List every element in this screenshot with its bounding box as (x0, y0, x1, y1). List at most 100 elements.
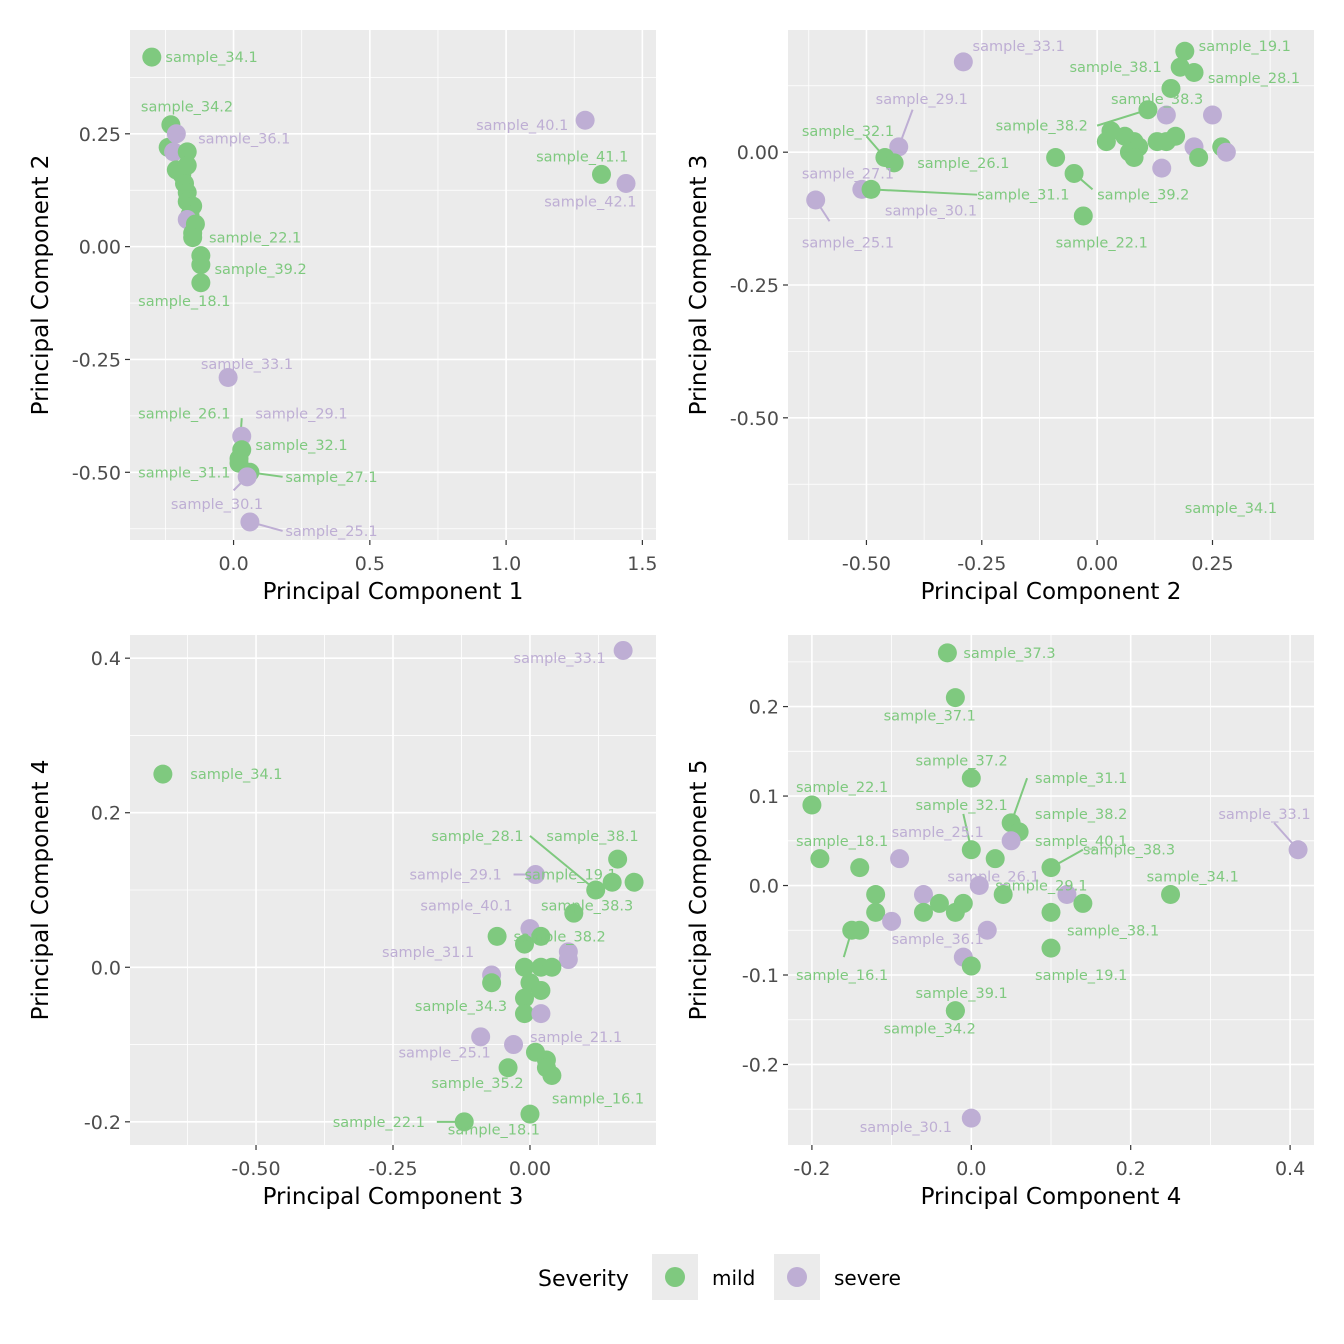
point-label: sample_38.1 (1067, 923, 1159, 939)
data-point-severe (525, 865, 545, 885)
y-tick-label: -0.25 (72, 349, 121, 371)
data-point-mild (961, 956, 981, 976)
data-point-mild (142, 47, 162, 67)
point-label: sample_34.2 (141, 100, 233, 116)
data-point-mild (515, 957, 534, 977)
data-point-mild (1175, 41, 1195, 61)
point-label: sample_30.1 (171, 497, 263, 513)
plot-area: sample_33.1 sample_29.1 sample_32.1 sample_… (802, 39, 1300, 517)
y-tick-label: 0.2 (91, 803, 121, 825)
point-label: sample_22.1 (209, 231, 301, 247)
y-axis-title: Principal Component 5 (686, 760, 712, 1021)
point-label: sample_34.1 (1147, 870, 1239, 886)
data-point-severe (1202, 105, 1222, 125)
x-tick-label: 0.0 (956, 1158, 986, 1180)
data-point-mild (177, 142, 197, 162)
data-point-severe (889, 137, 909, 157)
legend-title: Severity (538, 1267, 629, 1292)
point-label: sample_25.1 (285, 524, 377, 540)
y-axis-title: Principal Component 2 (28, 155, 54, 416)
point-label: sample_36.1 (198, 131, 290, 147)
y-tick-label: 0.0 (91, 957, 121, 979)
point-label: sample_38.2 (996, 119, 1088, 135)
point-label: sample_25.1 (892, 825, 984, 841)
data-point-mild (1166, 126, 1186, 146)
legend: Severity mild severe (538, 1254, 901, 1300)
point-label: sample_38.2 (1035, 807, 1127, 823)
panel-2: -0.50 -0.25 0.00 0.25 -0.50 -0.25 0.00 Principa… (686, 30, 1314, 605)
point-label: sample_38.1 (1069, 60, 1161, 76)
point-label: sample_40.1 (420, 898, 512, 914)
point-label: sample_40.1 (1035, 834, 1127, 850)
point-label: sample_22.1 (333, 1115, 425, 1131)
data-point-mild (1184, 63, 1204, 82)
y-tick-label: 0.0 (749, 876, 779, 898)
point-label: sample_37.2 (916, 753, 1008, 769)
data-point-severe (237, 467, 257, 487)
x-tick-label: 0.00 (1076, 553, 1118, 575)
point-label: sample_21.1 (530, 1030, 622, 1046)
point-label: sample_25.1 (802, 236, 894, 252)
point-label: sample_22.1 (796, 780, 888, 796)
point-label: sample_34.3 (415, 999, 507, 1015)
data-point-severe (613, 640, 633, 660)
data-point-mild (1161, 78, 1181, 98)
y-tick-label: -0.1 (742, 965, 779, 987)
point-label: sample_19.1 (1035, 968, 1127, 984)
x-tick-label: 0.25 (1191, 553, 1233, 575)
data-point-mild (866, 884, 886, 904)
data-point-severe (575, 110, 595, 130)
panel-4: -0.2 0.0 0.2 0.4 -0.2 -0.1 0.0 0.1 0.2 Principal … (686, 635, 1314, 1210)
data-point-mild (542, 957, 562, 977)
point-label: sample_39.2 (214, 262, 306, 278)
point-label: sample_18.1 (138, 294, 230, 310)
data-point-severe (218, 368, 238, 388)
point-label: sample_34.1 (190, 767, 282, 783)
y-tick-label: -0.50 (730, 408, 779, 430)
data-point-severe (471, 1027, 491, 1047)
data-point-mild (602, 872, 622, 892)
x-tick-label: -0.50 (842, 553, 891, 575)
point-label: sample_29.1 (409, 868, 501, 884)
data-point-mild (961, 768, 981, 788)
point-label: sample_31.1 (1035, 771, 1127, 787)
data-point-severe (953, 52, 973, 72)
data-point-severe (969, 876, 989, 896)
point-label: sample_29.1 (255, 407, 347, 423)
point-label: sample_28.1 (431, 829, 523, 845)
legend-label-mild: mild (712, 1266, 755, 1290)
point-label: sample_29.1 (876, 92, 968, 108)
point-label: sample_28.1 (1208, 71, 1300, 87)
data-point-mild (929, 893, 949, 913)
data-point-severe (1288, 840, 1308, 860)
plot-area: sample_37.3 sample_37.1 sample_37.2 sample_… (796, 643, 1311, 1136)
data-point-mild (810, 849, 830, 869)
data-point-severe (1001, 831, 1021, 851)
data-point-mild (586, 880, 606, 900)
label-connector (529, 835, 597, 891)
data-point-mild (913, 902, 933, 922)
point-label: sample_33.1 (973, 39, 1065, 55)
y-axis-title: Principal Component 3 (686, 155, 712, 416)
point-label: sample_40.1 (476, 118, 568, 134)
x-tick-label: 1.0 (491, 553, 521, 575)
point-label: sample_35.2 (431, 1076, 523, 1092)
label-connector (871, 188, 978, 196)
x-tick-label: -0.2 (793, 1158, 830, 1180)
plot-area: sample_33.1 sample_34.1 sample_38.1 sample_… (153, 640, 644, 1139)
data-point-mild (884, 153, 904, 173)
data-point-mild (1161, 884, 1181, 904)
point-label: sample_34.2 (884, 1022, 976, 1038)
data-point-severe (913, 884, 933, 904)
point-label: sample_38.3 (1111, 92, 1203, 108)
data-point-severe (1156, 105, 1176, 125)
data-point-mild (945, 688, 965, 708)
point-label: sample_37.1 (884, 709, 976, 725)
x-axis-title: Principal Component 3 (263, 1184, 524, 1210)
point-label: sample_32.1 (802, 124, 894, 140)
data-point-mild (564, 903, 584, 923)
point-label: sample_38.1 (546, 829, 638, 845)
legend-label-severe: severe (834, 1266, 901, 1290)
data-point-severe (890, 849, 910, 869)
